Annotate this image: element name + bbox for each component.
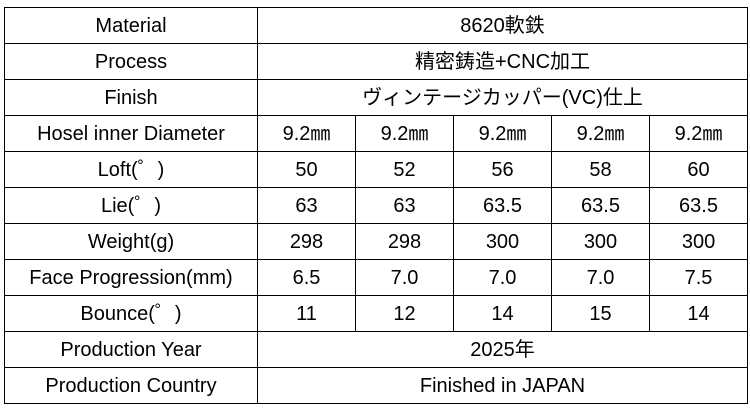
spec-value: 300: [453, 223, 552, 260]
spec-label: Loft(゜): [4, 151, 258, 188]
spec-value: 9.2㎜: [648, 115, 749, 152]
spec-value: 298: [355, 223, 454, 260]
spec-row: Hosel inner Diameter 9.2㎜ 9.2㎜ 9.2㎜ 9.2㎜ 9.2㎜: [4, 115, 749, 152]
spec-label: Production Country: [4, 367, 258, 404]
spec-value: 7.0: [453, 259, 552, 296]
spec-label: Production Year: [4, 331, 258, 368]
spec-row: Process 精密鋳造+CNC加工: [4, 43, 749, 80]
spec-value: 14: [648, 295, 749, 332]
spec-value: ヴィンテージカッパー(VC)仕上: [256, 79, 749, 116]
spec-row: Face Progression(mm) 6.5 7.0 7.0 7.0 7.5: [4, 259, 749, 296]
spec-value: 15: [551, 295, 650, 332]
spec-value: 300: [648, 223, 749, 260]
spec-value: 9.2㎜: [453, 115, 552, 152]
spec-row: Material 8620軟鉄: [4, 7, 749, 44]
spec-value: 7.5: [648, 259, 749, 296]
spec-value: 6.5: [257, 259, 356, 296]
spec-value: 63: [355, 187, 454, 224]
spec-value: 9.2㎜: [551, 115, 650, 152]
spec-value: 58: [551, 151, 650, 188]
spec-row: Weight(g) 298 298 300 300 300: [4, 223, 749, 260]
spec-label: Material: [4, 7, 258, 44]
spec-row: Bounce(゜) 11 12 14 15 14: [4, 295, 749, 332]
spec-value: Finished in JAPAN: [256, 367, 749, 404]
spec-label: Face Progression(mm): [4, 259, 258, 296]
spec-value: 14: [453, 295, 552, 332]
spec-value: 60: [648, 151, 749, 188]
spec-value: 11: [257, 295, 356, 332]
spec-label: Hosel inner Diameter: [4, 115, 258, 152]
spec-value: 63.5: [648, 187, 749, 224]
spec-value: 7.0: [551, 259, 650, 296]
spec-value: 298: [257, 223, 356, 260]
spec-label: Process: [4, 43, 258, 80]
spec-value: 精密鋳造+CNC加工: [256, 43, 749, 80]
spec-value: 63.5: [551, 187, 650, 224]
spec-value: 7.0: [355, 259, 454, 296]
spec-value: 56: [453, 151, 552, 188]
spec-value: 9.2㎜: [257, 115, 356, 152]
spec-value: 50: [257, 151, 356, 188]
spec-value: 52: [355, 151, 454, 188]
spec-value: 12: [355, 295, 454, 332]
spec-value: 8620軟鉄: [256, 7, 749, 44]
spec-value: 63: [257, 187, 356, 224]
spec-row: Loft(゜) 50 52 56 58 60: [4, 151, 749, 188]
spec-row: Production Country Finished in JAPAN: [4, 367, 749, 404]
spec-value: 63.5: [453, 187, 552, 224]
spec-row: Production Year 2025年: [4, 331, 749, 368]
spec-table: Material 8620軟鉄 Process 精密鋳造+CNC加工 Finish ヴィン…: [4, 7, 749, 404]
spec-row: Lie(゜) 63 63 63.5 63.5 63.5: [4, 187, 749, 224]
spec-row: Finish ヴィンテージカッパー(VC)仕上: [4, 79, 749, 116]
spec-value: 300: [551, 223, 650, 260]
spec-label: Bounce(゜): [4, 295, 258, 332]
spec-value: 2025年: [256, 331, 749, 368]
spec-label: Lie(゜): [4, 187, 258, 224]
spec-value: 9.2㎜: [355, 115, 454, 152]
spec-label: Weight(g): [4, 223, 258, 260]
spec-label: Finish: [4, 79, 258, 116]
